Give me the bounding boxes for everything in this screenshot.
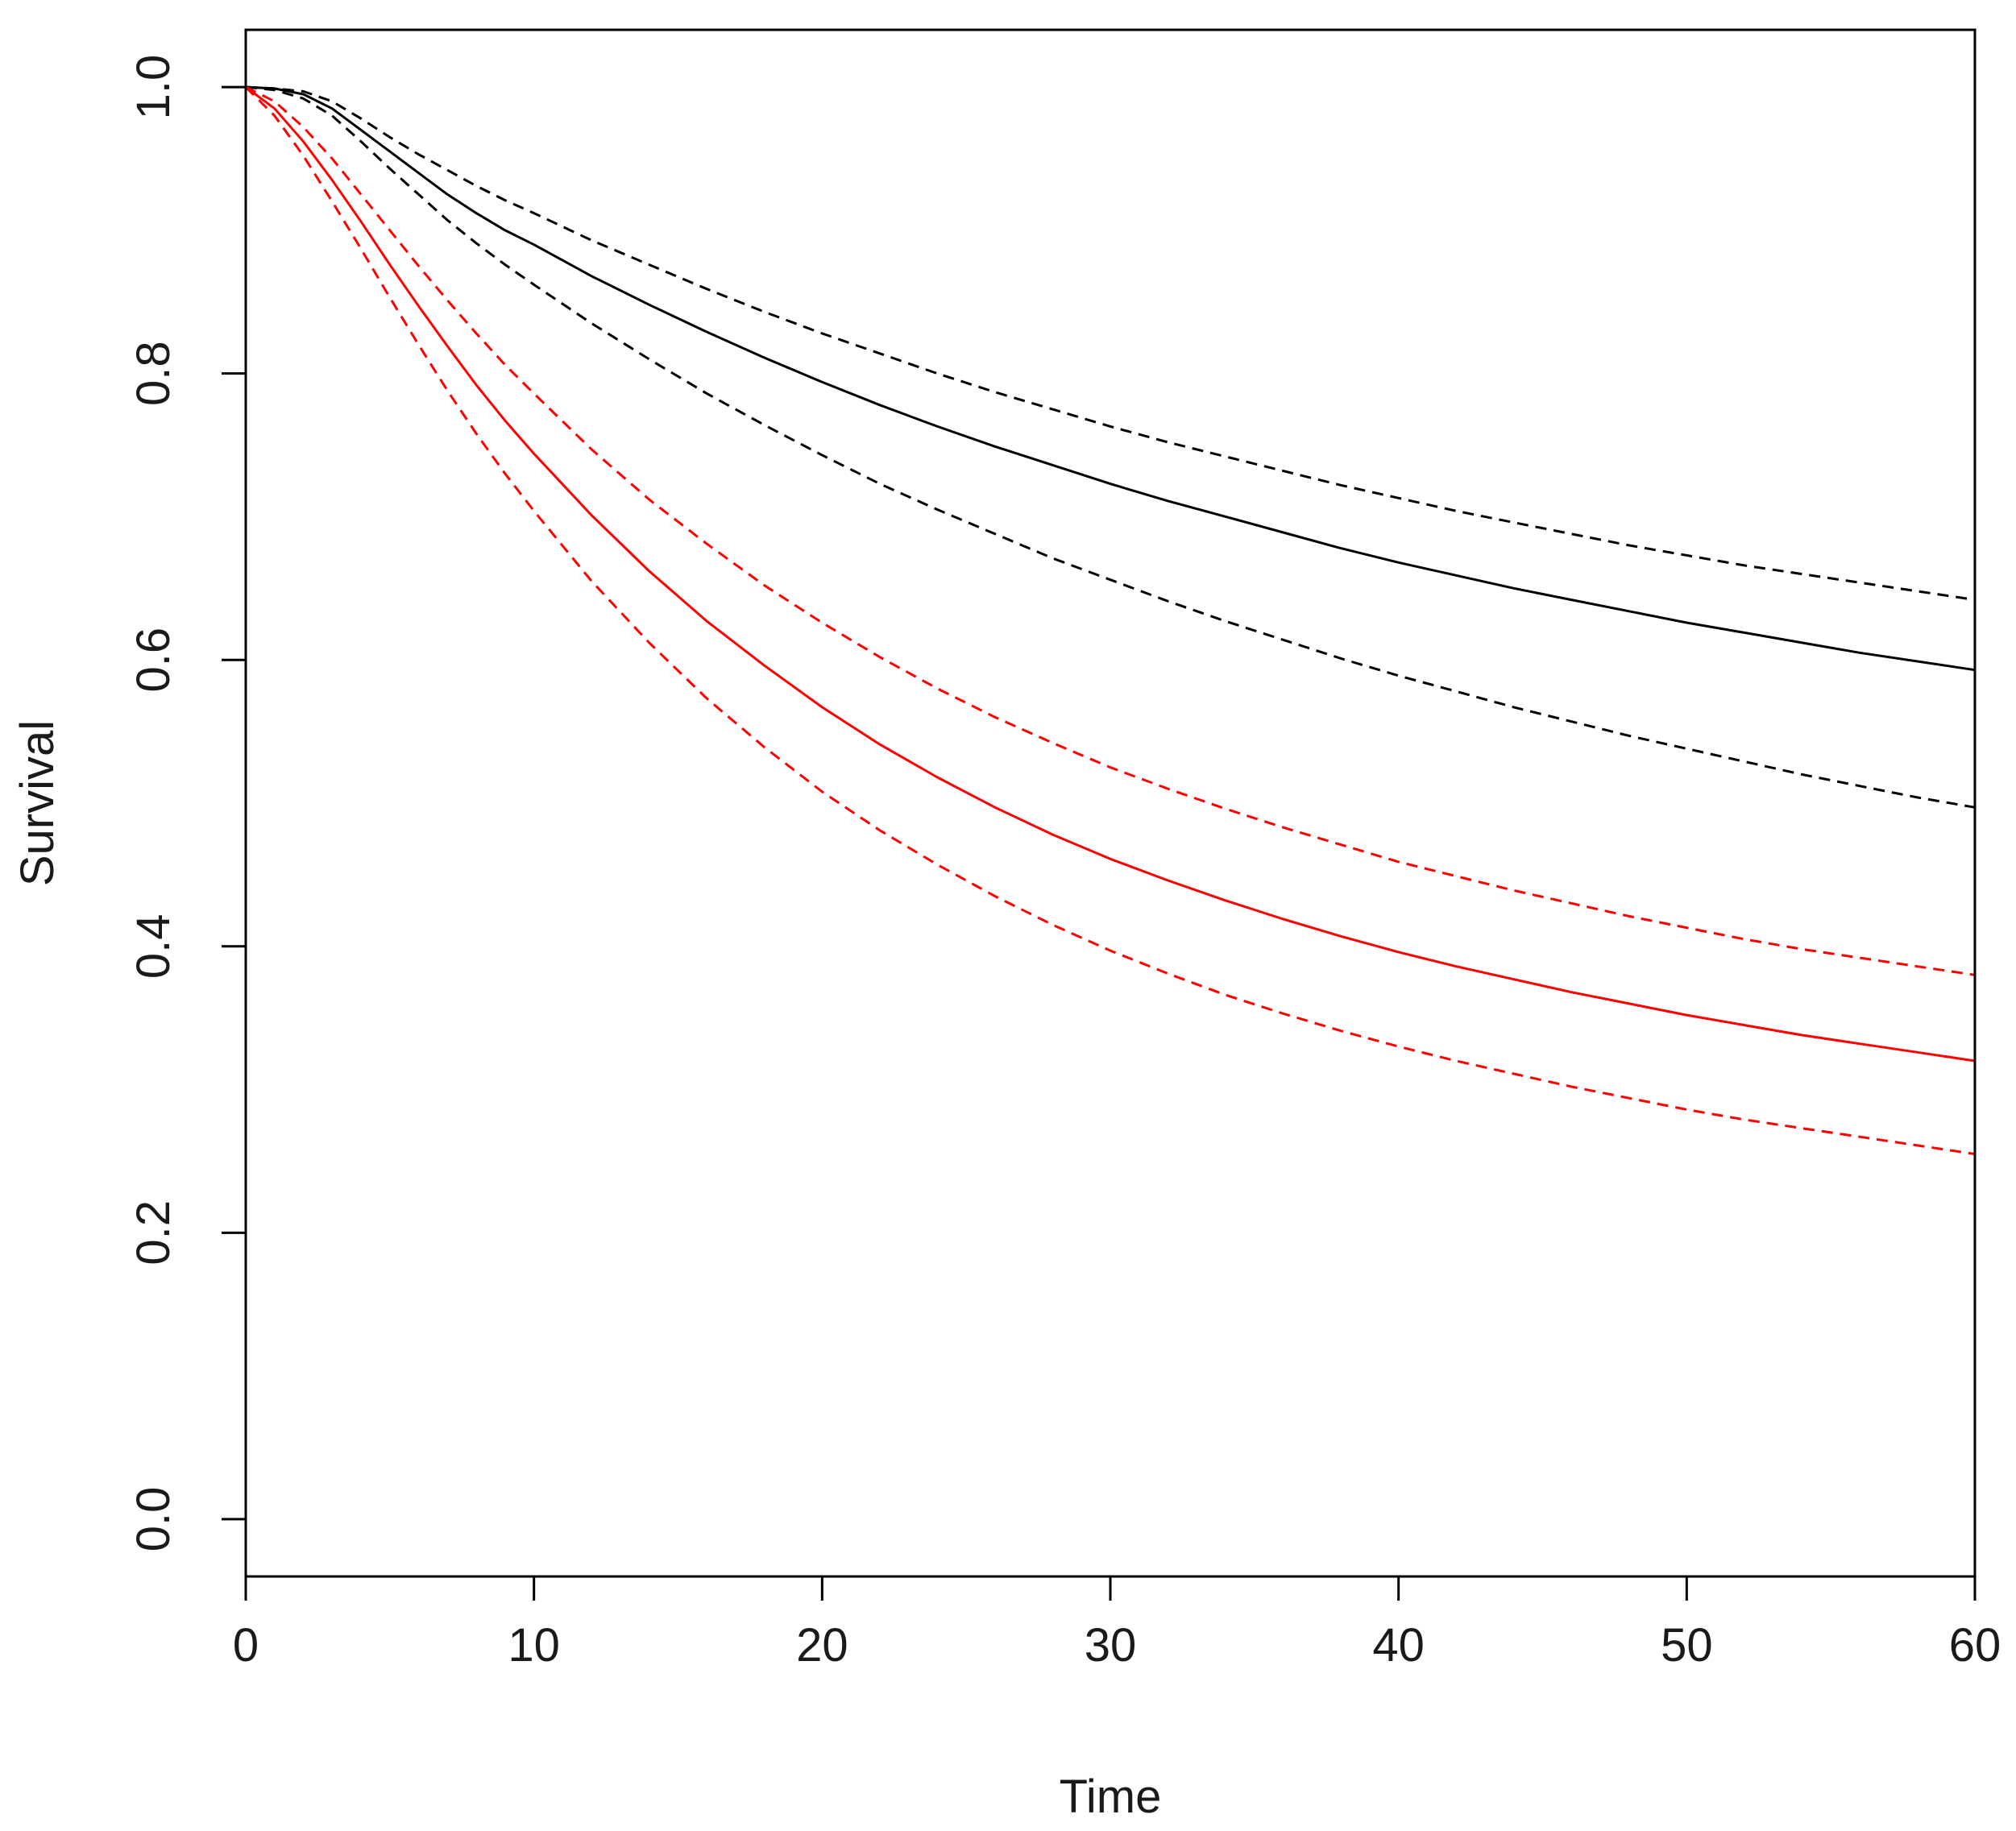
plot-frame bbox=[244, 28, 1977, 1578]
x-tick-label: 30 bbox=[1085, 1619, 1137, 1672]
x-axis: 0 10 20 30 40 50 60 bbox=[233, 1575, 2001, 1672]
y-axis-title: Survival bbox=[11, 720, 64, 886]
y-tick-label: 0.2 bbox=[127, 1200, 180, 1266]
x-tick-label: 0 bbox=[233, 1619, 259, 1672]
series-line-5 bbox=[245, 85, 1976, 976]
y-tick-label: 0.4 bbox=[127, 913, 180, 979]
y-tick-label: 0.6 bbox=[127, 628, 180, 693]
x-axis-title: Time bbox=[1060, 1771, 1162, 1823]
series-line-2 bbox=[245, 85, 1976, 602]
y-tick-label: 0.0 bbox=[127, 1487, 180, 1552]
x-tick-label: 60 bbox=[1949, 1619, 2001, 1672]
series-line-4 bbox=[245, 85, 1976, 1063]
x-tick-label: 10 bbox=[508, 1619, 560, 1672]
x-tick-label: 40 bbox=[1372, 1619, 1425, 1672]
y-axis: 0.0 0.2 0.4 0.6 0.8 1.0 bbox=[127, 55, 247, 1552]
x-tick-label: 50 bbox=[1661, 1619, 1713, 1672]
series-line-3 bbox=[245, 85, 1976, 809]
series-layer bbox=[244, 85, 1976, 1156]
series-line-6 bbox=[244, 86, 1976, 1156]
series-line-1 bbox=[245, 85, 1976, 672]
y-tick-label: 1.0 bbox=[127, 55, 180, 120]
x-tick-label: 20 bbox=[796, 1619, 848, 1672]
y-tick-label: 0.8 bbox=[127, 341, 180, 406]
